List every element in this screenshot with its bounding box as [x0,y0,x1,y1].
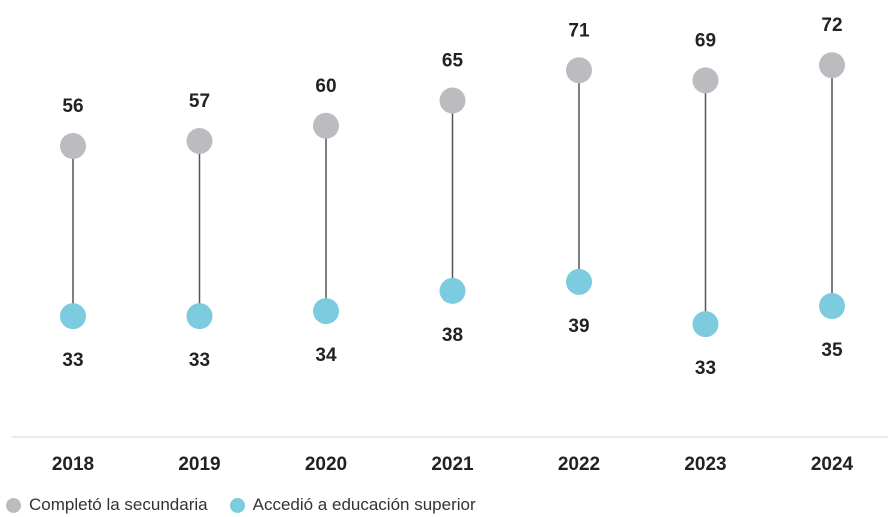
connectors [72,65,833,325]
label-secundaria-2023: 69 [695,30,716,51]
point-superior-2018 [60,303,86,330]
dumbbell-chart: 56 33 57 33 60 34 65 38 71 39 69 33 72 35 2018 2019 202… [12,15,888,475]
legend-item-secundaria: Completó la secundaria [6,495,208,515]
x-tick-2023: 2023 [684,454,726,475]
x-tick-labels: 2018 2019 2020 2021 2022 2023 2024 [52,454,854,475]
legend-swatch-secundaria [6,497,21,513]
legend-swatch-superior [229,497,245,513]
x-tick-2020: 2020 [305,454,347,475]
x-tick-2022: 2022 [558,454,600,475]
label-superior-2024: 35 [821,340,843,361]
point-secundaria-2023 [692,67,719,94]
label-superior-2022: 39 [568,316,589,337]
label-secundaria-2022: 71 [568,20,590,41]
point-secundaria-2021 [439,87,466,114]
legend-item-superior: Accedió a educación superior [229,495,476,515]
point-superior-2024 [819,293,845,320]
point-superior-2021 [439,277,466,304]
label-secundaria-2019: 57 [189,91,210,112]
data-points [60,52,845,338]
label-superior-2018: 33 [62,350,83,371]
point-superior-2019 [186,303,213,330]
point-secundaria-2018 [60,133,86,159]
label-superior-2019: 33 [189,350,210,371]
label-secundaria-2024: 72 [821,15,842,36]
point-superior-2022 [566,268,592,295]
x-tick-2018: 2018 [52,454,94,475]
x-tick-2021: 2021 [431,454,474,475]
label-secundaria-2020: 60 [315,76,336,97]
legend: Completó la secundaria Accedió a educaci… [6,495,476,515]
point-superior-2020 [313,298,339,325]
x-tick-2024: 2024 [811,454,854,475]
label-superior-2023: 33 [695,358,716,379]
legend-label-superior: Accedió a educación superior [252,495,476,514]
label-superior-2021: 38 [442,325,463,346]
point-secundaria-2024 [819,52,845,79]
data-labels: 56 33 57 33 60 34 65 38 71 39 69 33 72 35 [62,15,843,379]
point-secundaria-2022 [566,57,592,84]
point-secundaria-2020 [313,112,339,139]
label-secundaria-2021: 65 [442,51,464,72]
x-tick-2019: 2019 [178,454,220,475]
label-secundaria-2018: 56 [62,96,83,117]
point-secundaria-2019 [186,127,213,154]
point-superior-2023 [692,311,719,338]
label-superior-2020: 34 [315,345,337,366]
legend-label-secundaria: Completó la secundaria [29,495,208,514]
